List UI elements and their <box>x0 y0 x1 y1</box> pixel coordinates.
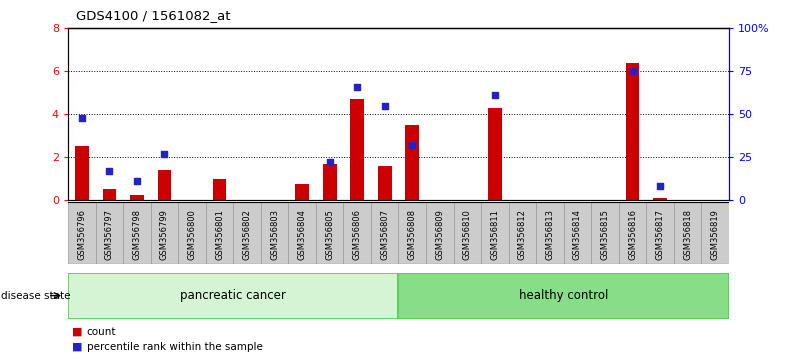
Point <box>406 142 419 148</box>
Bar <box>261 202 288 264</box>
Bar <box>399 273 729 319</box>
Bar <box>350 99 364 200</box>
Point <box>626 68 639 74</box>
Text: count: count <box>87 327 116 337</box>
Bar <box>95 202 123 264</box>
Text: GSM356798: GSM356798 <box>132 209 142 260</box>
Text: GSM356816: GSM356816 <box>628 209 637 260</box>
Point <box>131 178 143 184</box>
Bar <box>123 202 151 264</box>
Text: GSM356811: GSM356811 <box>490 209 499 260</box>
Bar <box>509 202 536 264</box>
Point <box>324 159 336 165</box>
Text: GSM356797: GSM356797 <box>105 209 114 260</box>
Bar <box>103 189 116 200</box>
Point <box>654 183 666 189</box>
Bar <box>323 164 336 200</box>
Text: GSM356804: GSM356804 <box>298 209 307 260</box>
Text: GSM356809: GSM356809 <box>435 209 445 260</box>
Bar <box>178 202 206 264</box>
Bar <box>75 146 89 200</box>
Bar <box>536 202 564 264</box>
Text: GSM356807: GSM356807 <box>380 209 389 260</box>
Text: GSM356819: GSM356819 <box>710 209 719 260</box>
Text: GSM356818: GSM356818 <box>683 209 692 260</box>
Bar <box>296 184 309 200</box>
Bar <box>206 202 233 264</box>
Text: percentile rank within the sample: percentile rank within the sample <box>87 342 263 352</box>
Text: GSM356813: GSM356813 <box>545 209 554 260</box>
Point <box>489 92 501 98</box>
Text: GSM356808: GSM356808 <box>408 209 417 260</box>
Bar <box>426 202 453 264</box>
Bar <box>371 202 399 264</box>
Bar <box>233 202 261 264</box>
Bar <box>130 195 144 200</box>
Text: GSM356800: GSM356800 <box>187 209 196 260</box>
Text: disease state: disease state <box>1 291 70 301</box>
Bar <box>344 202 371 264</box>
Point <box>75 115 88 120</box>
Text: GSM356812: GSM356812 <box>518 209 527 260</box>
Text: healthy control: healthy control <box>519 289 609 302</box>
Text: GSM356799: GSM356799 <box>160 209 169 260</box>
Bar <box>68 202 95 264</box>
Text: GSM356814: GSM356814 <box>573 209 582 260</box>
Bar <box>618 202 646 264</box>
Bar <box>653 198 667 200</box>
Bar <box>488 108 501 200</box>
Text: GSM356796: GSM356796 <box>78 209 87 260</box>
Bar <box>674 202 702 264</box>
Text: GSM356802: GSM356802 <box>243 209 252 260</box>
Text: pancreatic cancer: pancreatic cancer <box>180 289 286 302</box>
Point <box>158 151 171 156</box>
Bar <box>212 178 227 200</box>
Bar <box>151 202 179 264</box>
Point <box>351 84 364 90</box>
Bar <box>626 63 639 200</box>
Text: GDS4100 / 1561082_at: GDS4100 / 1561082_at <box>76 9 231 22</box>
Bar <box>68 273 398 319</box>
Bar <box>378 166 392 200</box>
Point <box>378 103 391 108</box>
Text: GSM356803: GSM356803 <box>270 209 279 260</box>
Text: GSM356810: GSM356810 <box>463 209 472 260</box>
Bar <box>405 125 419 200</box>
Bar <box>453 202 481 264</box>
Bar <box>399 202 426 264</box>
Point <box>103 168 116 174</box>
Text: GSM356815: GSM356815 <box>601 209 610 260</box>
Text: GSM356806: GSM356806 <box>352 209 362 260</box>
Bar <box>591 202 618 264</box>
Text: GSM356805: GSM356805 <box>325 209 334 260</box>
Text: GSM356817: GSM356817 <box>655 209 665 260</box>
Bar <box>564 202 591 264</box>
Bar <box>158 170 171 200</box>
Bar <box>481 202 509 264</box>
Bar <box>702 202 729 264</box>
Bar <box>646 202 674 264</box>
Text: ■: ■ <box>72 327 83 337</box>
Bar <box>288 202 316 264</box>
Bar <box>316 202 344 264</box>
Text: GSM356801: GSM356801 <box>215 209 224 260</box>
Text: ■: ■ <box>72 342 83 352</box>
